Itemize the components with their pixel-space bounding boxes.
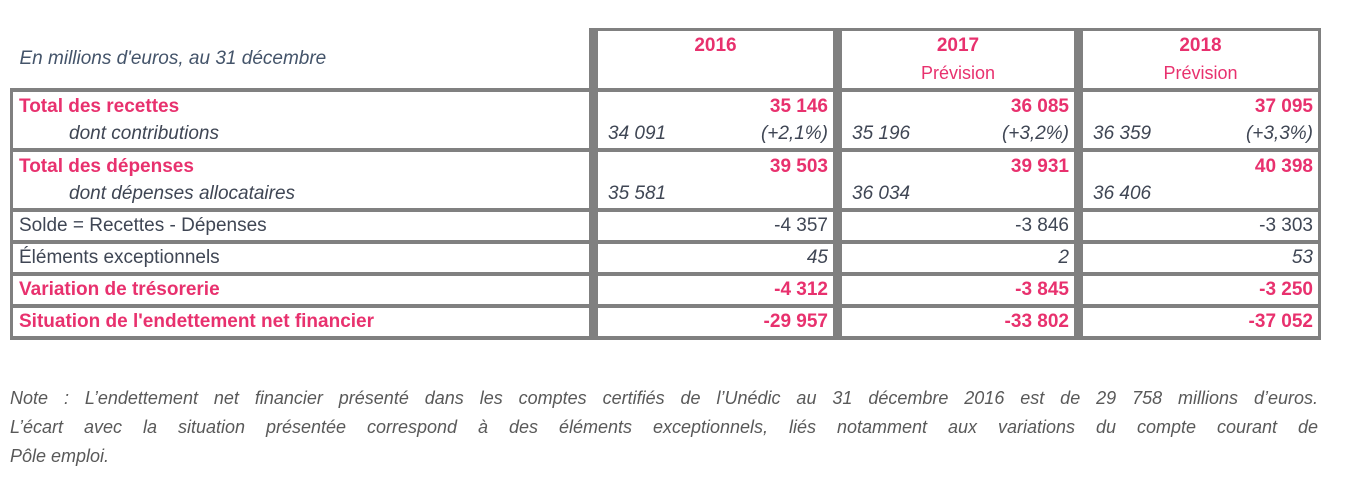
year-label-2017: 2017 xyxy=(936,35,980,57)
recettes-value-2017: 36 085 xyxy=(1010,95,1069,117)
row-endettement-net: Situation de l'endettement net financier… xyxy=(10,303,1321,340)
col-header-2016: 2016 xyxy=(589,28,839,91)
depenses-sublabel: dont dépenses allocataires xyxy=(69,182,296,204)
header-row: En millions d'euros, au 31 décembre 2016… xyxy=(12,28,1321,91)
recettes-cell-2017: 36 085 35 196 (+3,2%) xyxy=(833,87,1080,152)
year-sublabel-2017: Prévision xyxy=(920,63,996,84)
allocataires-value-2018: 36 406 xyxy=(1093,182,1152,204)
year-label-2018: 2018 xyxy=(1179,35,1222,57)
endettement-value-2016: -29 957 xyxy=(589,303,839,340)
endettement-label: Situation de l'endettement net financier xyxy=(10,303,595,340)
depenses-value-2017: 39 931 xyxy=(1010,155,1069,177)
year-sublabel-2016 xyxy=(598,60,833,86)
allocataires-value-2016: 35 581 xyxy=(608,182,667,204)
solde-value-2017: -3 846 xyxy=(833,207,1080,244)
col-header-2017: 2017 Prévision xyxy=(833,28,1080,91)
footnote: Note : L’endettement net financier prése… xyxy=(10,384,1318,471)
recettes-sublabel: dont contributions xyxy=(69,122,219,144)
tresorerie-value-2016: -4 312 xyxy=(589,271,839,308)
row-total-recettes: Total des recettes dont contributions 35… xyxy=(10,87,1321,152)
recettes-cell-2016: 35 146 34 091 (+2,1%) xyxy=(589,87,839,152)
exceptionnels-value-2016: 45 xyxy=(589,239,839,276)
col-header-2018: 2018 Prévision xyxy=(1074,28,1321,91)
tresorerie-value-2017: -3 845 xyxy=(833,271,1080,308)
tresorerie-value-2018: -3 250 xyxy=(1074,271,1321,308)
endettement-value-2017: -33 802 xyxy=(833,303,1080,340)
tresorerie-label: Variation de trésorerie xyxy=(10,271,595,308)
depenses-cell-2016: 39 503 35 581 xyxy=(589,147,839,212)
solde-label: Solde = Recettes - Dépenses xyxy=(10,207,595,244)
depenses-value-2016: 39 503 xyxy=(769,155,828,177)
exceptionnels-value-2017: 2 xyxy=(833,239,1080,276)
unit-caption: En millions d'euros, au 31 décembre xyxy=(19,47,327,69)
row-total-depenses: Total des dépenses dont dépenses allocat… xyxy=(10,147,1321,212)
contributions-pct-2016: (+2,1%) xyxy=(760,122,828,144)
financial-table: En millions d'euros, au 31 décembre 2016… xyxy=(10,28,1321,340)
endettement-value-2018: -37 052 xyxy=(1074,303,1321,340)
row-variation-tresorerie: Variation de trésorerie -4 312 -3 845 -3… xyxy=(10,271,1321,308)
contributions-value-2016: 34 091 xyxy=(608,122,667,144)
depenses-value-2018: 40 398 xyxy=(1254,155,1313,177)
footnote-line-3: Pôle emploi. xyxy=(10,446,110,466)
footnote-line-1: Note : L’endettement net financier prése… xyxy=(10,388,1318,408)
contributions-pct-2017: (+3,2%) xyxy=(1001,122,1069,144)
contributions-value-2018: 36 359 xyxy=(1093,122,1152,144)
solde-value-2016: -4 357 xyxy=(589,207,839,244)
allocataires-value-2017: 36 034 xyxy=(852,182,911,204)
year-label-2016: 2016 xyxy=(694,35,737,57)
depenses-label: Total des dépenses xyxy=(19,155,194,177)
exceptionnels-value-2018: 53 xyxy=(1074,239,1321,276)
footnote-line-2: L’écart avec la situation présentée corr… xyxy=(10,417,1318,437)
depenses-cell-2017: 39 931 36 034 xyxy=(833,147,1080,212)
depenses-cell-2018: 40 398 36 406 xyxy=(1074,147,1321,212)
recettes-label: Total des recettes xyxy=(19,95,180,117)
recettes-cell-2018: 37 095 36 359 (+3,3%) xyxy=(1074,87,1321,152)
recettes-value-2016: 35 146 xyxy=(769,95,828,117)
contributions-value-2017: 35 196 xyxy=(852,122,911,144)
recettes-value-2018: 37 095 xyxy=(1254,95,1313,117)
year-sublabel-2018: Prévision xyxy=(1163,63,1238,84)
contributions-pct-2018: (+3,3%) xyxy=(1245,122,1313,144)
row-elements-exceptionnels: Éléments exceptionnels 45 2 53 xyxy=(10,239,1321,276)
row-solde: Solde = Recettes - Dépenses -4 357 -3 84… xyxy=(10,207,1321,244)
solde-value-2018: -3 303 xyxy=(1074,207,1321,244)
exceptionnels-label: Éléments exceptionnels xyxy=(10,239,595,276)
